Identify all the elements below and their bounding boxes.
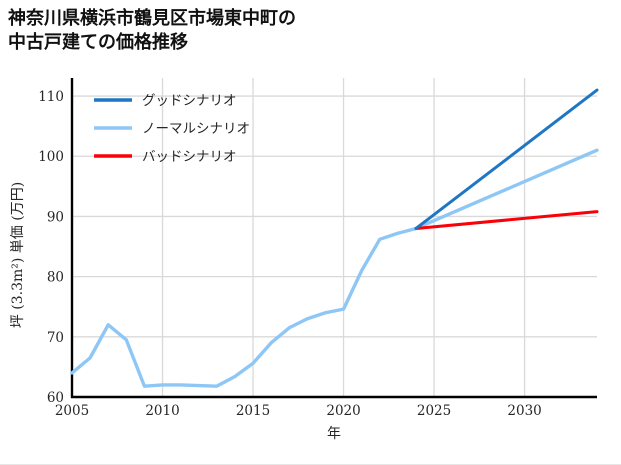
axis-lines — [70, 78, 597, 399]
y-tick-80: 80 — [47, 270, 64, 286]
y-tick-110: 110 — [38, 89, 64, 105]
data-series-lines — [70, 88, 599, 388]
legend-label-2: バッドシナリオ — [142, 149, 237, 165]
y-axis-tick-labels: 60 70 80 90 100 110 — [38, 89, 64, 406]
x-tick-2025: 2025 — [417, 403, 451, 419]
x-tick-2015: 2015 — [236, 403, 270, 419]
series-line-bad — [414, 210, 599, 230]
series-line-good — [414, 88, 599, 230]
legend-label-1: ノーマルシナリオ — [142, 121, 250, 137]
y-tick-90: 90 — [47, 209, 64, 225]
legend-label-0: グッドシナリオ — [142, 93, 237, 109]
x-tick-2030: 2030 — [507, 403, 541, 419]
chart-title: 神奈川県横浜市鶴見区市場東中町の 中古戸建ての価格推移 — [8, 8, 296, 53]
x-tick-2020: 2020 — [326, 403, 360, 419]
x-axis-label: 年 — [327, 426, 341, 442]
y-tick-100: 100 — [38, 149, 64, 165]
y-axis-label: 坪 (3.3m²) 単価 (万円) — [10, 182, 26, 328]
series-line-normal — [70, 148, 599, 388]
x-axis-tick-labels: 2005 2010 2015 2020 2025 2030 — [55, 403, 542, 419]
x-tick-2010: 2010 — [145, 403, 179, 419]
y-tick-60: 60 — [47, 390, 64, 406]
y-tick-70: 70 — [47, 330, 64, 346]
x-tick-2005: 2005 — [55, 403, 89, 419]
